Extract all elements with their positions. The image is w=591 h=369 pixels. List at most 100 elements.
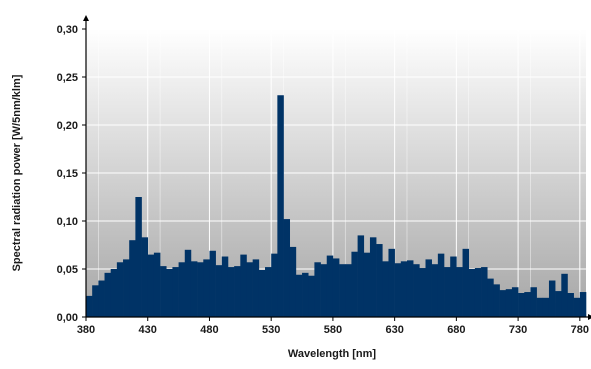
y-tick-label: 0,00 [57, 312, 78, 324]
bar [98, 280, 105, 317]
bar [265, 267, 272, 317]
x-tick-label: 580 [324, 324, 342, 336]
bar [332, 258, 340, 317]
bar [234, 266, 241, 317]
axes-group [82, 15, 591, 321]
bar [221, 256, 229, 317]
bar [548, 280, 556, 317]
bar [369, 237, 377, 317]
bar [123, 259, 130, 317]
bar [153, 252, 161, 317]
bar [351, 251, 358, 317]
bar [419, 268, 426, 317]
bar [462, 248, 470, 317]
bar [129, 240, 136, 317]
bar [314, 262, 321, 317]
x-tick-label: 630 [385, 324, 403, 336]
bar [573, 297, 581, 317]
bar [561, 273, 568, 317]
bar [135, 197, 142, 317]
bar [166, 269, 173, 317]
tick-labels: 380 430 480 530 580 630 680 730 780 0,00 0,05 0,10 0… [57, 24, 589, 336]
bar [190, 261, 198, 317]
bar [444, 267, 451, 317]
bar [271, 253, 278, 317]
bar [450, 256, 457, 317]
bar [252, 259, 260, 317]
x-tick-label: 730 [509, 324, 527, 336]
bar [326, 255, 334, 317]
y-tick-label: 0,15 [57, 168, 78, 180]
bar [215, 265, 223, 317]
bar [555, 291, 562, 317]
bar [474, 268, 482, 317]
bar [277, 95, 284, 318]
bar [493, 284, 500, 317]
bar [203, 259, 210, 317]
bar [357, 235, 365, 317]
x-tick-label: 530 [262, 324, 280, 336]
bar [345, 264, 352, 317]
bar [209, 250, 216, 317]
bar [456, 267, 463, 317]
bar [197, 262, 204, 317]
x-tick-label: 480 [200, 324, 218, 336]
bar [320, 264, 328, 317]
bar [339, 264, 346, 317]
bar [468, 269, 476, 317]
bar [481, 267, 488, 317]
bar [283, 219, 291, 317]
bar [388, 248, 395, 317]
bar [425, 259, 432, 317]
bar [184, 249, 192, 317]
x-tick-label: 780 [571, 324, 589, 336]
bar [295, 274, 303, 317]
bar [431, 264, 439, 317]
bar [511, 287, 519, 317]
bar [376, 244, 383, 317]
bar [382, 261, 389, 317]
bar [104, 272, 111, 317]
bar [178, 262, 186, 317]
bar [116, 262, 124, 317]
bar [227, 267, 235, 317]
y-tick-label: 0,30 [57, 24, 78, 36]
y-axis-label: Spectral radiation power [W/5nm/klm] [11, 74, 23, 271]
bar [437, 253, 445, 317]
bar [518, 293, 525, 317]
bar [147, 254, 155, 317]
bar [92, 285, 99, 317]
x-tick-label: 680 [447, 324, 465, 336]
bar [240, 254, 247, 317]
bar [530, 287, 537, 317]
bar [110, 269, 118, 317]
y-tick-label: 0,25 [57, 72, 78, 84]
bar [246, 262, 253, 317]
bar [86, 295, 93, 317]
y-tick-label: 0,20 [57, 120, 78, 132]
bar [289, 246, 297, 317]
bar [308, 275, 315, 317]
bar [487, 278, 494, 317]
bar [363, 252, 371, 317]
x-axis-label: Wavelength [nm] [288, 348, 377, 360]
bar [524, 292, 531, 317]
x-tick-label: 430 [139, 324, 157, 336]
bars-group [86, 95, 587, 318]
bar [505, 289, 513, 317]
bar [499, 290, 507, 317]
bar [258, 269, 266, 317]
bar [172, 267, 179, 317]
bar [160, 266, 167, 317]
bar [542, 297, 550, 317]
bar [394, 263, 402, 317]
bar [302, 272, 309, 317]
y-axis-arrow [83, 15, 89, 21]
bar [536, 297, 544, 317]
x-tick-label: 380 [77, 324, 95, 336]
bar [141, 237, 149, 317]
y-tick-label: 0,05 [57, 264, 78, 276]
y-tick-label: 0,10 [57, 216, 78, 228]
bar [400, 261, 408, 317]
